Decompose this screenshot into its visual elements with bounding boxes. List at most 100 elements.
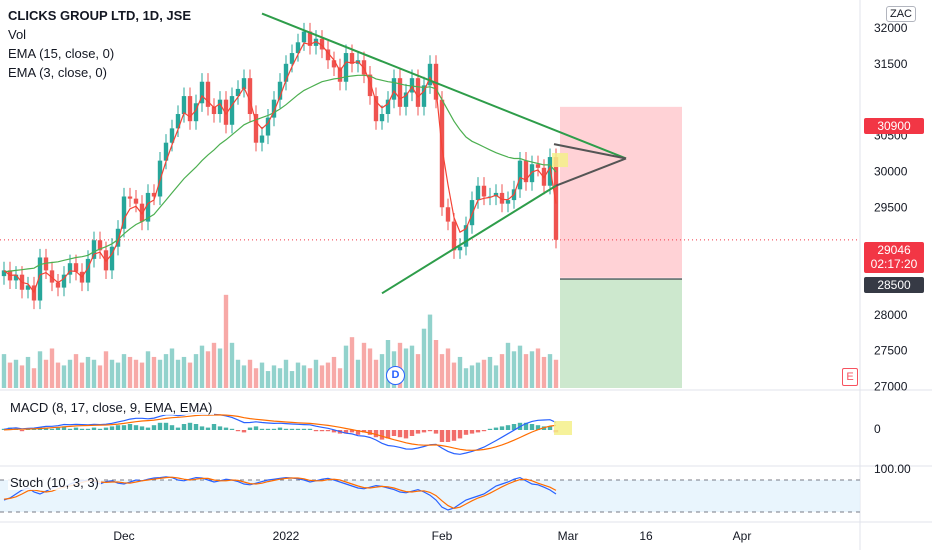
current-price-tag: 29046 02:17:20 bbox=[864, 242, 924, 273]
volume-bar bbox=[13, 359, 19, 388]
candle-body bbox=[235, 88, 241, 97]
candle-body bbox=[97, 240, 103, 251]
highlight-box bbox=[552, 153, 568, 168]
macd-histogram-bar bbox=[547, 426, 553, 430]
volume-bar bbox=[121, 354, 127, 388]
volume-bar bbox=[235, 359, 241, 388]
volume-bar bbox=[343, 345, 349, 388]
macd-histogram-bar bbox=[469, 430, 475, 434]
macd-histogram-bar bbox=[409, 430, 415, 436]
candle-body bbox=[181, 96, 187, 115]
volume-bar bbox=[403, 348, 409, 388]
volume-bar bbox=[127, 356, 133, 388]
volume-bar bbox=[451, 362, 457, 388]
time-tick-label: Apr bbox=[733, 529, 752, 543]
candle-body bbox=[49, 270, 55, 283]
volume-bar bbox=[553, 359, 559, 388]
macd-histogram-bar bbox=[349, 430, 355, 433]
earnings-icon[interactable]: E bbox=[842, 368, 858, 386]
macd-histogram-bar bbox=[97, 428, 103, 430]
volume-bar bbox=[193, 354, 199, 388]
macd-histogram-bar bbox=[505, 425, 511, 430]
volume-bar bbox=[79, 362, 85, 388]
candle-body bbox=[43, 257, 49, 271]
candle-body bbox=[253, 114, 259, 143]
macd-histogram-bar bbox=[235, 430, 241, 432]
volume-bar bbox=[505, 342, 511, 388]
macd-histogram-bar bbox=[523, 422, 529, 430]
macd-histogram-bar bbox=[241, 430, 247, 433]
candle-body bbox=[55, 282, 61, 288]
candle-body bbox=[379, 114, 385, 122]
currency-button[interactable]: ZAC bbox=[886, 6, 916, 22]
candle-body bbox=[163, 142, 169, 161]
volume-bar bbox=[421, 328, 427, 388]
candle-body bbox=[481, 185, 487, 197]
ema-lines bbox=[3, 40, 557, 294]
signal-line bbox=[3, 414, 557, 451]
candle-body bbox=[439, 99, 445, 208]
volume-bar bbox=[217, 348, 223, 388]
candle-body bbox=[151, 192, 157, 197]
trendline-drawings[interactable] bbox=[261, 12, 627, 295]
candlesticks bbox=[1, 22, 559, 310]
volume-bar bbox=[337, 368, 343, 388]
macd-histogram-bar bbox=[205, 427, 211, 430]
time-axis[interactable]: Dec 2022 Feb Mar 16 Apr bbox=[113, 529, 751, 543]
macd-histogram-bar bbox=[535, 425, 541, 430]
macd-histogram-bar bbox=[403, 430, 409, 439]
legend-volume[interactable]: Vol bbox=[8, 27, 27, 42]
volume-bar bbox=[307, 368, 313, 388]
volume-bar bbox=[19, 365, 25, 388]
candle-body bbox=[325, 49, 331, 61]
macd-histogram-bar bbox=[229, 428, 235, 430]
volume-bar bbox=[7, 362, 13, 388]
macd-histogram-bar bbox=[103, 427, 109, 430]
macd-histogram-bar bbox=[325, 430, 331, 432]
macd-histogram-bar bbox=[283, 428, 289, 430]
candle-body bbox=[1, 270, 7, 277]
volume-bar bbox=[301, 365, 307, 388]
macd-histogram-bar bbox=[499, 426, 505, 430]
macd-histogram-bar bbox=[355, 430, 361, 435]
macd-histogram-bar bbox=[319, 430, 325, 432]
volume-bar bbox=[67, 359, 73, 388]
macd-zero-label: 0 bbox=[874, 422, 881, 436]
volume-bar bbox=[25, 356, 31, 388]
macd-histogram-bar bbox=[19, 430, 25, 432]
macd-histogram-bar bbox=[439, 430, 445, 442]
symbol-title[interactable]: CLICKS GROUP LTD, 1D, JSE bbox=[8, 8, 191, 23]
macd-histogram-bar bbox=[457, 430, 463, 439]
volume-bar bbox=[133, 359, 139, 388]
stoch-label[interactable]: Stoch (10, 3, 3) bbox=[8, 475, 101, 490]
legend-ema15[interactable]: EMA (15, close, 0) bbox=[8, 46, 115, 61]
candle-body bbox=[469, 200, 475, 226]
candle-body bbox=[373, 96, 379, 122]
candle-body bbox=[385, 99, 391, 115]
volume-bar bbox=[205, 351, 211, 388]
macd-histogram-bar bbox=[187, 422, 193, 430]
dividend-icon[interactable]: D bbox=[386, 366, 405, 385]
macd-label[interactable]: MACD (8, 17, close, 9, EMA, EMA) bbox=[8, 400, 215, 415]
volume-bar bbox=[73, 354, 79, 388]
macd-histogram-bar bbox=[157, 422, 163, 430]
countdown-timer: 02:17:20 bbox=[870, 257, 918, 271]
macd-histogram-bar bbox=[475, 430, 481, 433]
macd-histogram-bar bbox=[397, 430, 403, 438]
macd-histogram-bar bbox=[379, 430, 385, 440]
macd-histogram-bar bbox=[529, 424, 535, 430]
candle-body bbox=[349, 53, 355, 64]
position-zones[interactable] bbox=[0, 106, 860, 388]
macd-histogram-bar bbox=[427, 430, 433, 432]
candle-body bbox=[421, 85, 427, 107]
macd-histogram-bar bbox=[211, 424, 217, 430]
stop-zone bbox=[560, 278, 682, 388]
candle-body bbox=[307, 31, 313, 46]
macd-histogram-bar bbox=[493, 427, 499, 430]
stop-price-tag: 28500 bbox=[864, 277, 924, 293]
legend-ema3[interactable]: EMA (3, close, 0) bbox=[8, 65, 107, 80]
volume-bar bbox=[283, 359, 289, 388]
candle-body bbox=[139, 203, 145, 222]
